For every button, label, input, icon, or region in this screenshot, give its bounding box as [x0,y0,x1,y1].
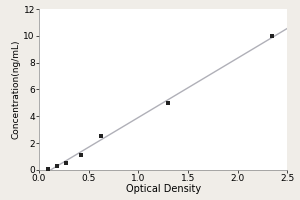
Point [166,101,170,104]
Point [270,34,275,37]
Y-axis label: Concentration(ng/mL): Concentration(ng/mL) [12,40,21,139]
Point [55,164,59,167]
Point [78,154,83,157]
X-axis label: Optical Density: Optical Density [126,184,201,194]
Point [46,167,50,170]
Point [98,135,103,138]
Point [63,161,68,164]
